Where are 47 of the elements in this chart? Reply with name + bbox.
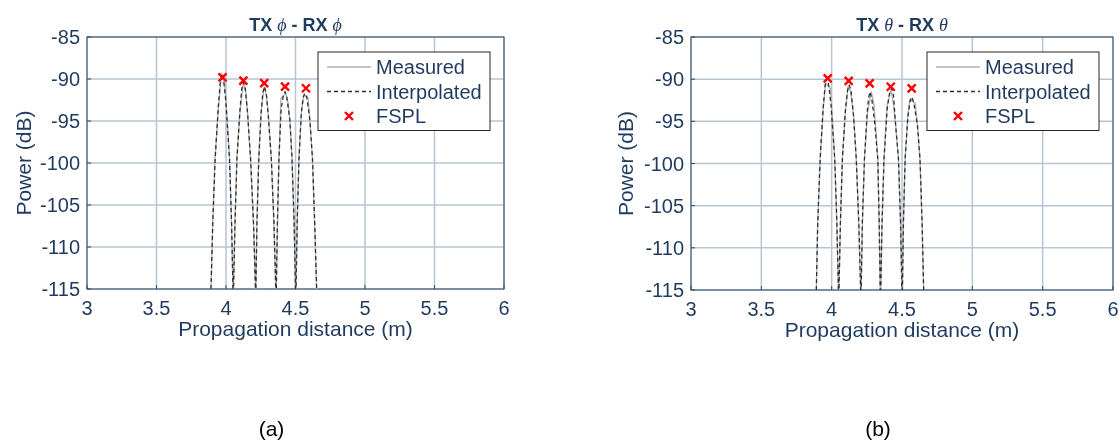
legend-label: Measured [376, 56, 465, 78]
legend-label: FSPL [376, 105, 427, 127]
x-tick-label: 3.5 [747, 298, 776, 320]
legend-label: Interpolated [376, 80, 482, 103]
x-tick-label: 5 [966, 298, 978, 320]
y-tick-label: -85 [51, 26, 80, 48]
x-tick-label: 4 [826, 298, 838, 320]
y-tick-label: -115 [645, 279, 684, 301]
y-tick-label: -95 [655, 110, 684, 133]
point [217, 72, 228, 83]
point [238, 75, 249, 86]
x-tick-label: 4.5 [281, 297, 310, 319]
x-tick-label: 6 [1107, 298, 1119, 320]
y-tick-label: -110 [41, 236, 80, 258]
legend-label: Interpolated [985, 80, 1091, 103]
point [300, 83, 312, 94]
x-tick-label: 5 [359, 297, 371, 319]
chart-title: TX θ - RX θ [856, 15, 949, 35]
x-axis-title: Propagation distance (m) [784, 318, 1020, 341]
y-tick-label: -85 [655, 26, 684, 48]
text: (a) [258, 417, 285, 440]
x-tick-label: 3.5 [142, 297, 171, 319]
x-tick-label: 3 [685, 298, 697, 320]
x-tick-label: 5.5 [1028, 298, 1057, 320]
y-axis-title: Power (dB) [12, 110, 35, 216]
point [279, 81, 291, 92]
point [259, 78, 270, 89]
y-tick-label: -100 [39, 152, 80, 174]
x-tick-label: 3 [81, 297, 93, 319]
y-tick-label: -115 [41, 278, 80, 300]
y-tick-label: -110 [645, 236, 684, 259]
x-tick-label: 4.5 [888, 298, 916, 320]
text: (b) [865, 417, 891, 440]
x-tick-label: 4 [220, 297, 232, 319]
y-tick-label: -90 [51, 68, 80, 90]
legend-label: Measured [985, 56, 1074, 78]
x-tick-label: 5.5 [420, 297, 449, 319]
legend-label: FSPL [985, 105, 1036, 127]
y-tick-label: -95 [51, 110, 80, 132]
x-tick-label: 6 [498, 297, 510, 319]
y-tick-label: -105 [643, 194, 684, 217]
y-tick-label: -100 [643, 152, 684, 175]
y-tick-label: -105 [39, 194, 80, 216]
y-axis-title: Power (dB) [614, 110, 637, 217]
y-tick-label: -90 [655, 68, 684, 91]
x-axis-title: Propagation distance (m) [178, 317, 413, 340]
chart-title: TX ϕ - RX ϕ [249, 15, 342, 35]
